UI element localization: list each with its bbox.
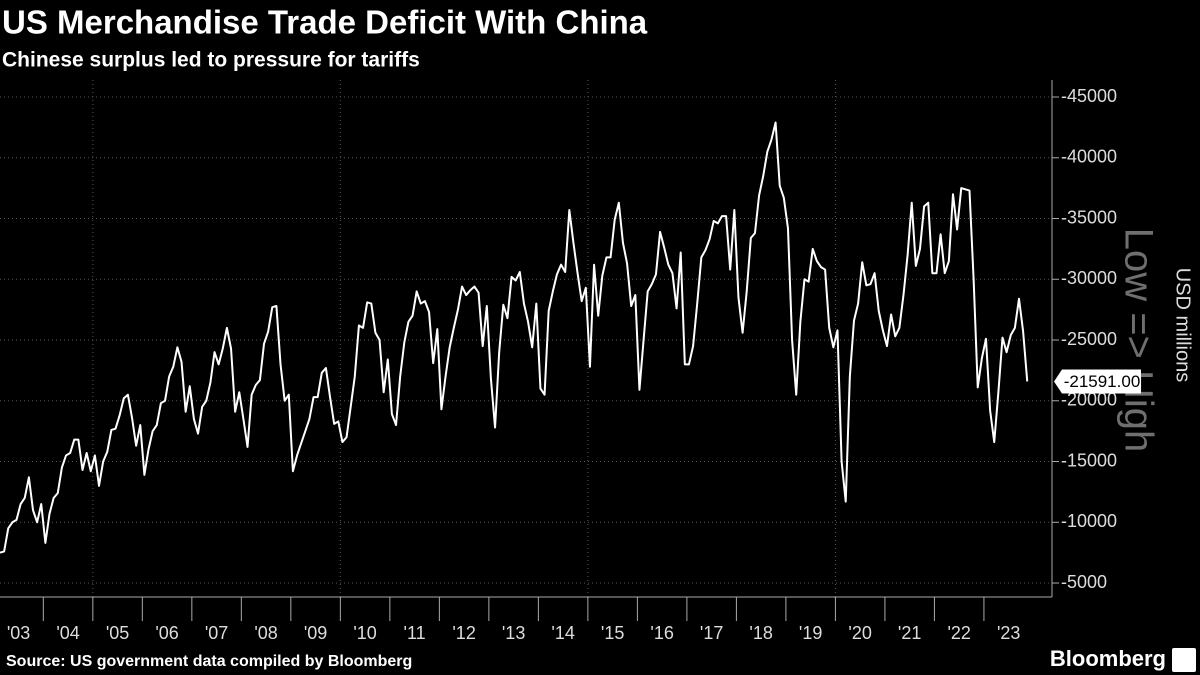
x-tick-label: '22 <box>947 623 970 643</box>
x-tick-label: '17 <box>700 623 723 643</box>
y-tick-label: -40000 <box>1061 147 1117 167</box>
x-tick-label: '16 <box>650 623 673 643</box>
x-tick-label: '04 <box>56 623 79 643</box>
x-tick-label: '06 <box>155 623 178 643</box>
x-tick-label: '03 <box>7 623 30 643</box>
x-tick-label: '21 <box>898 623 921 643</box>
chart-subtitle: Chinese surplus led to pressure for tari… <box>2 49 420 72</box>
x-tick-label: '07 <box>205 623 228 643</box>
logo-icon <box>1172 648 1196 672</box>
y-tick-label: -10000 <box>1061 511 1117 531</box>
x-tick-label: '14 <box>551 623 574 643</box>
annotation: Low => High <box>1116 228 1160 453</box>
x-tick-label: '20 <box>848 623 871 643</box>
line-series <box>0 121 1029 554</box>
x-tick-label: '08 <box>254 623 277 643</box>
x-tick-label: '18 <box>749 623 772 643</box>
y-tick-label: -15000 <box>1061 450 1117 470</box>
x-tick-label: '23 <box>997 623 1020 643</box>
x-tick-label: '13 <box>502 623 525 643</box>
x-tick-label: '15 <box>601 623 624 643</box>
y-tick-label: -35000 <box>1061 207 1117 227</box>
x-tick-label: '09 <box>304 623 327 643</box>
y-tick-label: -30000 <box>1061 268 1117 288</box>
source: Source: US government data compiled by B… <box>6 653 412 670</box>
x-tick-label: '12 <box>452 623 475 643</box>
x-tick-label: '10 <box>353 623 376 643</box>
last-value-label: -21591.00 <box>1064 372 1141 391</box>
y-tick-label: -45000 <box>1061 86 1117 106</box>
chart-title: US Merchandise Trade Deficit With China <box>2 4 648 41</box>
y-tick-label: -5000 <box>1061 572 1107 592</box>
y-axis-label: USD millions <box>1172 268 1194 382</box>
x-tick-label: '11 <box>404 623 426 643</box>
x-tick-label: '19 <box>799 623 822 643</box>
y-tick-label: -25000 <box>1061 329 1117 349</box>
logo: Bloomberg <box>1050 646 1166 671</box>
x-tick-label: '05 <box>106 623 129 643</box>
y-tick-label: -20000 <box>1061 390 1117 410</box>
last-value-box <box>1054 369 1141 394</box>
